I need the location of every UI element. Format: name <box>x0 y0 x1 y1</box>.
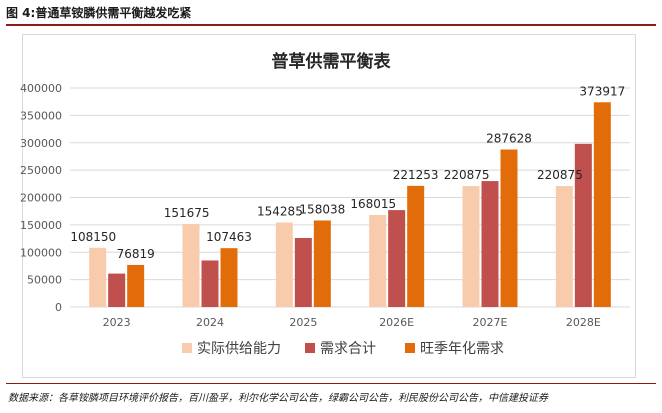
y-tick-label: 250000 <box>20 164 62 177</box>
chart-frame <box>22 34 636 378</box>
bar <box>555 186 573 307</box>
bar <box>313 220 331 307</box>
bar <box>369 215 387 307</box>
y-tick-label: 200000 <box>20 192 62 205</box>
y-tick-label: 300000 <box>20 137 62 150</box>
x-tick-label: 2023 <box>103 316 131 329</box>
bar <box>593 102 611 307</box>
x-tick-label: 2025 <box>289 316 317 329</box>
bar <box>574 143 592 307</box>
legend: 实际供给能力 需求合计 旺季年化需求 <box>182 341 504 357</box>
data-label: 168015 <box>350 197 396 211</box>
top-divider <box>6 24 656 26</box>
bar <box>462 186 480 307</box>
legend-label: 旺季年化需求 <box>420 341 504 357</box>
data-label: 221253 <box>393 168 439 182</box>
x-tick-label: 2028E <box>566 316 601 329</box>
data-label: 108150 <box>70 230 116 244</box>
y-tick-label: 0 <box>55 301 62 314</box>
figure-caption: 图 4:普通草铵膦供需平衡越发吃紧 <box>6 6 192 20</box>
legend-swatch <box>182 343 192 353</box>
x-tick-label: 2027E <box>473 316 508 329</box>
data-label: 220875 <box>537 168 583 182</box>
data-label: 76819 <box>117 247 155 261</box>
y-tick-label: 150000 <box>20 219 62 232</box>
bar <box>127 264 145 307</box>
data-label: 220875 <box>444 168 490 182</box>
bar <box>89 247 107 307</box>
bar <box>182 223 200 307</box>
bottom-divider <box>6 383 656 384</box>
legend-swatch <box>305 343 315 353</box>
x-tick-label: 2024 <box>196 316 224 329</box>
source-note: 数据来源：各草铵膦项目环境评价报告，百川盈孚，利尔化学公司公告，绿霸公司公告，利… <box>8 393 548 404</box>
bar <box>108 273 126 307</box>
bar <box>220 248 238 307</box>
bars <box>89 102 611 307</box>
bar <box>481 181 499 307</box>
legend-swatch <box>405 343 415 353</box>
bar <box>500 149 518 307</box>
chart-title: 普草供需平衡表 <box>272 51 392 72</box>
data-label: 151675 <box>164 206 210 220</box>
bar <box>201 260 219 307</box>
y-tick-label: 50000 <box>27 274 62 287</box>
data-label: 154285 <box>257 205 303 219</box>
y-tick-label: 400000 <box>20 82 62 95</box>
data-label: 373917 <box>579 84 625 98</box>
data-label: 287628 <box>486 132 532 146</box>
y-axis-ticks: 0 50000 100000 150000 200000 250000 300000 3500… <box>20 82 62 314</box>
x-axis-ticks: 2023 2024 2025 2026E 2027E 2028E <box>103 316 601 329</box>
data-label: 107463 <box>206 230 252 244</box>
legend-label: 实际供给能力 <box>197 341 281 357</box>
legend-label: 需求合计 <box>320 341 376 357</box>
gridlines <box>70 87 630 308</box>
bar <box>388 210 406 307</box>
bar <box>407 185 425 307</box>
y-tick-label: 100000 <box>20 246 62 259</box>
x-tick-label: 2026E <box>379 316 414 329</box>
bar <box>275 222 293 307</box>
bar <box>294 238 312 307</box>
data-label: 158038 <box>299 202 345 216</box>
y-tick-label: 350000 <box>20 109 62 122</box>
